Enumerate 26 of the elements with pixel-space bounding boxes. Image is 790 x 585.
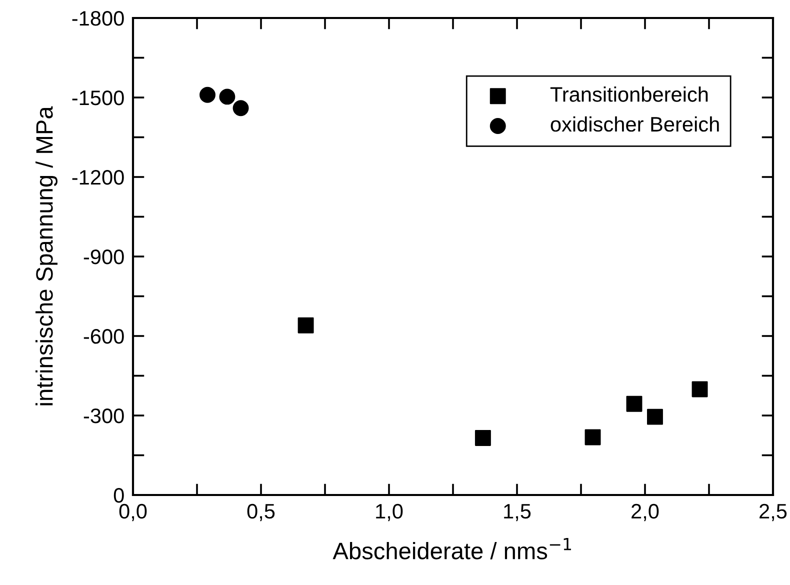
x-axis-title: Abscheiderate / nms$^{−1}$ [332, 538, 571, 560]
y-tick-label: -900 [84, 250, 124, 264]
x-tick-label: 2,5 [760, 504, 787, 522]
y-tick-label: -600 [84, 329, 124, 344]
point [584, 429, 601, 446]
x-tick-label: 1,5 [504, 504, 531, 522]
y-axis-title: intrinsische Spannung / MPa [35, 106, 58, 406]
point [647, 408, 663, 425]
y-tick-label: -1500 [72, 90, 124, 106]
legend-label: oxidischer Bereich [550, 116, 719, 132]
y-tick-label: -1200 [72, 170, 124, 185]
point [298, 317, 314, 334]
y-tick-label: 0 [114, 488, 124, 503]
x-tick-label: 0,0 [119, 504, 147, 522]
x-tick-label: 1,0 [376, 504, 403, 522]
legend-label: Transitionbereich [550, 86, 708, 102]
point [219, 88, 236, 105]
point [474, 430, 491, 446]
point [232, 100, 249, 116]
point [200, 86, 216, 103]
y-tick-label: -300 [84, 408, 124, 424]
y-tick-label: -1800 [72, 11, 124, 26]
point [692, 381, 708, 398]
x-tick-label: 2,0 [632, 504, 659, 522]
x-tick-label: 0,5 [247, 504, 275, 522]
point [626, 396, 642, 412]
